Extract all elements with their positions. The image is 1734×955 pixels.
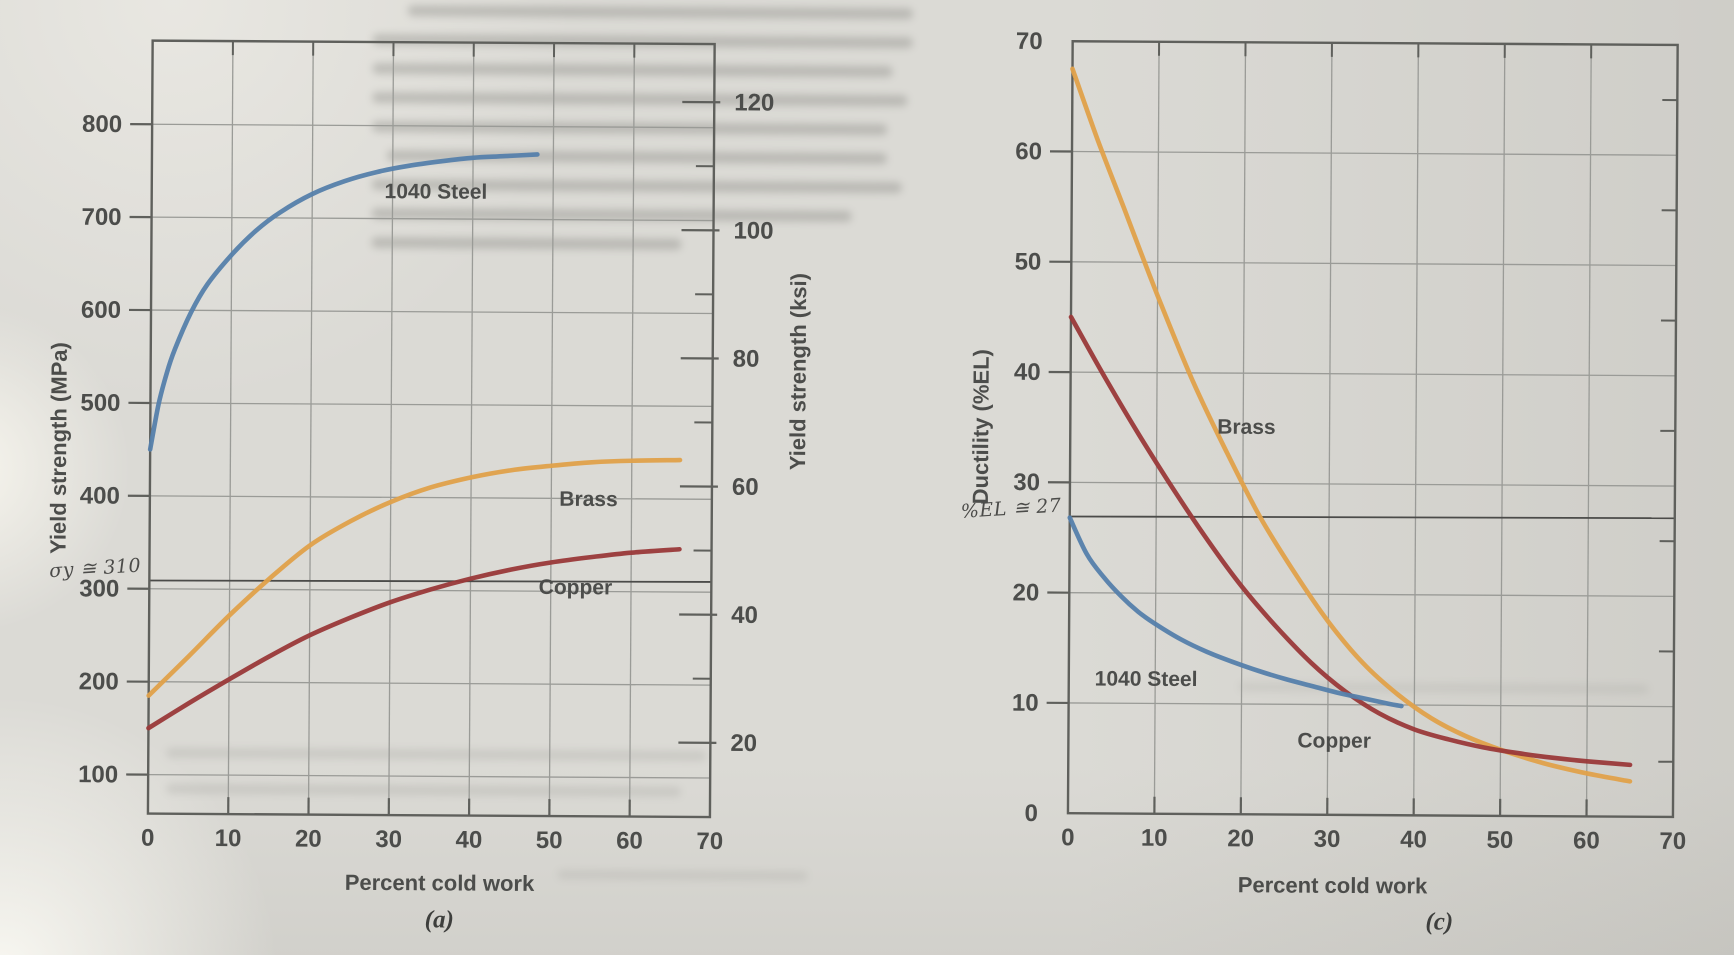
- grid-h: [152, 123, 715, 129]
- y-tick-label: 0: [1025, 800, 1039, 827]
- x-tick-label: 10: [1141, 825, 1168, 852]
- x-tick-label: 50: [1487, 827, 1514, 854]
- grid-v: [307, 41, 314, 815]
- y-tick-label: 200: [79, 668, 119, 695]
- grid-v: [628, 43, 636, 817]
- panel-label: (a): [425, 906, 454, 933]
- y-tick-label: 800: [82, 111, 122, 138]
- y-axis-title-right: Yield strength (ksi): [785, 273, 811, 470]
- series-curve-brass: [146, 457, 683, 698]
- x-tick-label: 60: [1573, 827, 1600, 854]
- y-axis-title-left: Ductility (%EL): [968, 349, 994, 504]
- grid-h: [1069, 592, 1675, 598]
- y-tick-label: 10: [1012, 690, 1039, 717]
- x-tick-label: 30: [375, 826, 402, 853]
- y-tick-label: 400: [80, 482, 120, 509]
- y-tick-label: 100: [78, 761, 118, 788]
- grid-h: [1068, 702, 1674, 708]
- y-tick-label: 20: [1013, 579, 1040, 606]
- grid-h: [1070, 371, 1676, 377]
- grid-h: [151, 309, 714, 315]
- panel-label: (c): [1425, 908, 1453, 935]
- handwritten-annotation-line: [149, 579, 712, 583]
- chart-a: 0 10 20 30 40 50 60 70 100 200 300 400 500 600 700 800 2…: [46, 39, 811, 933]
- grid-v: [548, 43, 555, 817]
- x-tick-label: 60: [616, 827, 643, 854]
- x-tick-label: 0: [1061, 824, 1075, 851]
- series-curve-1040-steel: [147, 152, 540, 452]
- handwritten-annotation-line: [1069, 515, 1675, 520]
- grid-h: [148, 681, 711, 686]
- y-tick-label: 30: [1013, 469, 1040, 496]
- grid-h: [1069, 481, 1675, 487]
- y-tick-label: 300: [79, 575, 119, 602]
- y-tick-label: 70: [1016, 28, 1043, 55]
- grid-v: [1413, 43, 1420, 816]
- series-label-brass: Brass: [559, 488, 618, 511]
- y-tick-label: 500: [80, 390, 120, 417]
- grid-h: [150, 402, 713, 408]
- y-tick-label: 600: [81, 297, 121, 324]
- x-tick-label: 0: [141, 825, 155, 852]
- y-axis-title-left: Yield strength (MPa): [46, 342, 72, 554]
- series-curve-copper: [1068, 314, 1633, 768]
- grid-v: [1153, 41, 1160, 814]
- x-tick-label: 20: [295, 826, 322, 853]
- series-label-copper: Copper: [539, 576, 613, 599]
- x-axis-title: Percent cold work: [345, 870, 535, 896]
- grid-v: [1585, 44, 1592, 817]
- series-curve-copper: [146, 546, 682, 731]
- series-label-copper: Copper: [1297, 729, 1371, 752]
- series-label-brass: Brass: [1217, 416, 1276, 439]
- grid-v: [388, 42, 395, 816]
- grid-v: [468, 42, 475, 816]
- ksi-tick-label: 100: [733, 217, 773, 244]
- grid-h: [149, 495, 712, 500]
- ksi-tick-label: 80: [733, 346, 760, 373]
- handwritten-annotation-text: σy ≅ 310: [49, 554, 142, 582]
- y-tick-label: 60: [1015, 138, 1042, 165]
- grid-v: [1499, 43, 1506, 816]
- grid-v: [1240, 42, 1247, 815]
- chart-c: 0 10 20 30 40 50 60 70 0 10 20 30 40 50 60 70 Brass Coppe…: [960, 28, 1686, 936]
- x-tick-label: 70: [1659, 828, 1686, 855]
- grid-h: [148, 773, 711, 779]
- series-label-1040-steel: 1040 Steel: [384, 180, 487, 204]
- series-curve-1040-steel: [1067, 515, 1404, 709]
- x-tick-label: 20: [1227, 825, 1254, 852]
- x-tick-label: 10: [215, 825, 242, 852]
- grid-v: [1326, 42, 1333, 815]
- y-tick-label: 700: [81, 204, 121, 231]
- grid-h: [1071, 261, 1677, 267]
- x-axis-title: Percent cold work: [1238, 872, 1428, 898]
- x-tick-label: 30: [1314, 826, 1341, 853]
- x-tick-label: 40: [1400, 826, 1427, 853]
- x-tick-label: 50: [536, 827, 563, 854]
- grid-v: [227, 41, 234, 815]
- y-tick-label: 40: [1014, 359, 1041, 386]
- ksi-tick-label: 120: [734, 89, 774, 116]
- x-tick-label: 40: [455, 826, 482, 853]
- ksi-tick-label: 20: [730, 730, 757, 757]
- plot-frame: [146, 39, 716, 819]
- series-label-1040-steel: 1040 Steel: [1095, 667, 1198, 691]
- x-tick-label: 70: [696, 828, 723, 855]
- ksi-tick-label: 60: [732, 474, 759, 501]
- y-tick-label: 50: [1015, 248, 1042, 275]
- ksi-tick-label: 40: [731, 602, 758, 629]
- grid-h: [1071, 150, 1677, 156]
- grid-h: [151, 216, 714, 222]
